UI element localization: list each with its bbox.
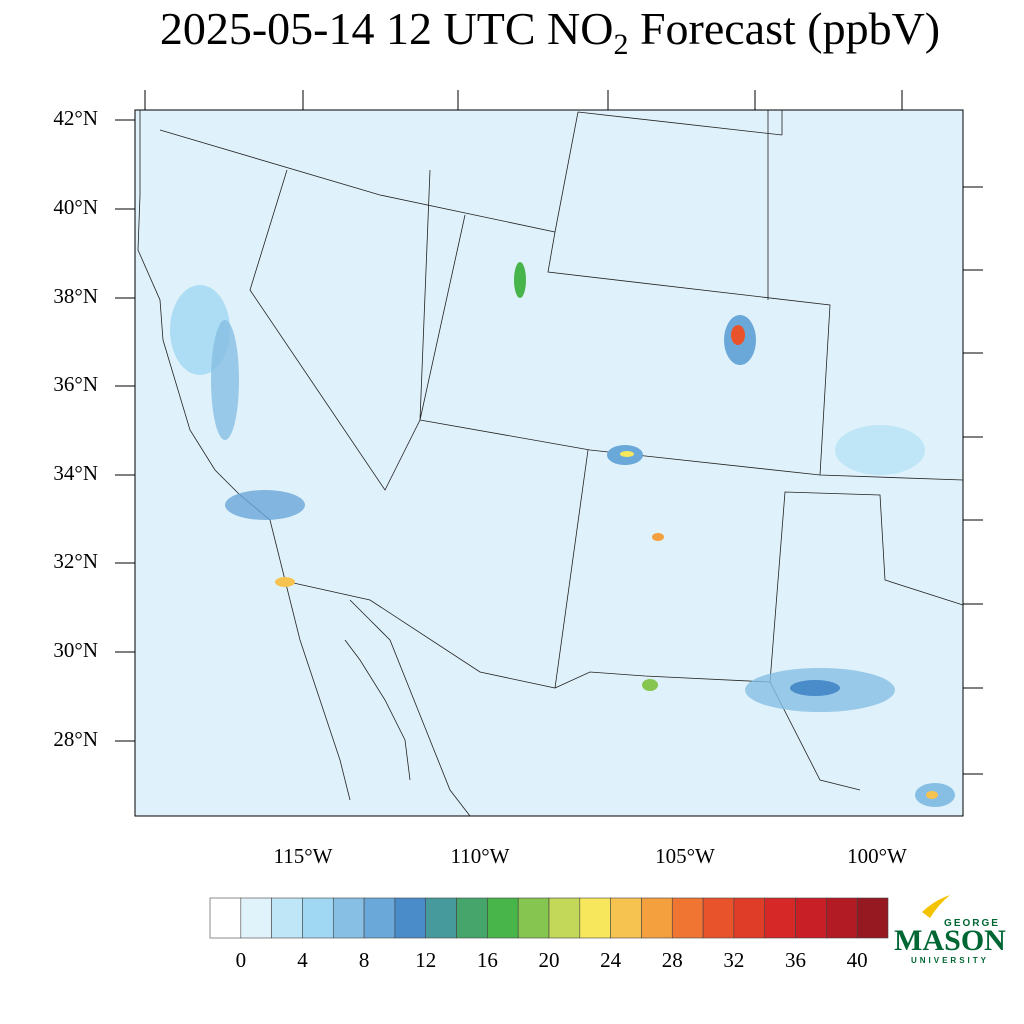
colorbar-swatch (795, 897, 827, 939)
lat-label: 40°N (53, 195, 98, 219)
lat-label: 32°N (53, 549, 98, 573)
lat-label: 38°N (53, 284, 98, 308)
colorbar-swatch (733, 897, 766, 939)
colorbar-swatch (641, 897, 673, 939)
title-rest: Forecast (ppbV) (628, 3, 940, 54)
colorbar-tick-label: 32 (723, 948, 744, 972)
colorbar-swatch (764, 897, 796, 939)
state-borders (159, 110, 964, 791)
colorbar-tick-label: 20 (539, 948, 560, 972)
colorbar-tick-label: 28 (662, 948, 683, 972)
lat-label: 34°N (53, 461, 98, 485)
colorbar-swatch (209, 897, 242, 939)
colorbar-swatch (302, 897, 334, 939)
title: 2025-05-14 12 UTC NO2 Forecast (ppbV) (160, 3, 940, 61)
title-subscript: 2 (613, 28, 628, 61)
colorbar-tick-label: 24 (600, 948, 622, 972)
colorbar-tick-label: 0 (236, 948, 247, 972)
colorbar-tick-label: 4 (297, 948, 308, 972)
coastline (137, 110, 471, 817)
colorbar-swatch (671, 897, 704, 939)
title-main: 2025-05-14 12 UTC NO (160, 3, 614, 54)
lat-label: 28°N (53, 727, 98, 751)
logo-bottom: UNIVERSITY (911, 956, 989, 965)
colorbar-swatch (826, 897, 858, 939)
map (134, 109, 964, 817)
lon-label: 110°W (451, 844, 510, 868)
colorbar-tick-label: 36 (785, 948, 806, 972)
colorbar-swatch (517, 897, 550, 939)
colorbar-tick-label: 8 (359, 948, 370, 972)
colorbar-swatch (610, 897, 642, 939)
colorbar-swatch (271, 897, 303, 939)
lon-label: 105°W (655, 844, 715, 868)
lat-label: 30°N (53, 638, 98, 662)
logo: GEORGE MASON UNIVERSITY (894, 895, 1006, 965)
colorbar-swatch (487, 897, 519, 939)
colorbar-swatch (456, 897, 488, 939)
lat-label: 42°N (53, 106, 98, 130)
colorbar-swatch (332, 897, 365, 939)
colorbar-swatch (240, 897, 272, 939)
colorbar-swatch (425, 897, 457, 939)
colorbar-tick-label: 40 (847, 948, 868, 972)
logo-top: GEORGE (944, 918, 1000, 929)
lon-label: 115°W (274, 844, 333, 868)
colorbar-swatch (548, 897, 581, 939)
colorbar-swatch (579, 897, 611, 939)
no2-plumes (170, 262, 955, 807)
colorbar-swatch (394, 897, 427, 939)
colorbar-tick-label: 12 (415, 948, 436, 972)
colorbar-swatch (856, 897, 889, 939)
lon-label: 100°W (847, 844, 907, 868)
colorbar-swatch (702, 897, 735, 939)
colorbar: 0 4 8 12 16 20 24 28 32 36 40 (209, 897, 889, 972)
lat-label: 36°N (53, 372, 98, 396)
colorbar-swatch (363, 897, 396, 939)
colorbar-tick-label: 16 (477, 948, 498, 972)
logo-name: MASON (894, 924, 1006, 957)
